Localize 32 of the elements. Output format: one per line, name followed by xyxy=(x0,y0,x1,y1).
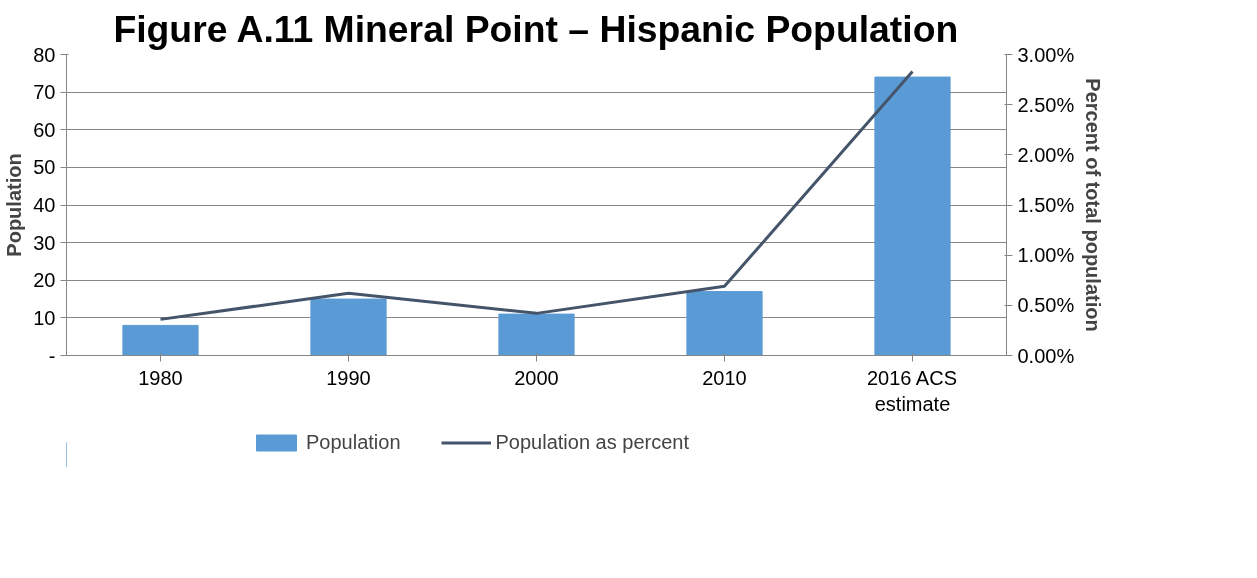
y-tick-label: 20 xyxy=(33,269,56,292)
line-series xyxy=(159,70,914,321)
legend-label: Population as percent xyxy=(495,430,689,454)
bar xyxy=(686,291,763,356)
chart-title: Figure A.11 Mineral Point – Hispanic Population xyxy=(113,7,959,50)
y2-tick-label: 0.00% xyxy=(1017,344,1075,367)
y2-tick-label: 2.00% xyxy=(1017,143,1075,166)
y2-tick-label: 2.50% xyxy=(1017,93,1075,116)
x-tick-label: 2016 ACS estimate xyxy=(866,366,957,415)
y-tick-label: - xyxy=(48,344,56,367)
y-axis-title: Population xyxy=(3,153,26,257)
y-tick-label: 50 xyxy=(33,156,56,179)
bar xyxy=(122,324,199,356)
x-tick-label: 2000 xyxy=(514,366,559,389)
y-tick-label: 40 xyxy=(33,194,56,216)
y-tick-label: 60 xyxy=(33,118,56,141)
bar xyxy=(874,76,951,356)
y-tick-label: 80 xyxy=(33,43,56,66)
y-tick-label: 30 xyxy=(33,231,56,254)
y2-tick-label: 3.00% xyxy=(1017,43,1075,66)
x-tick-label: 1990 xyxy=(326,366,371,389)
bar xyxy=(310,298,387,356)
y2-tick-label: 1.00% xyxy=(1017,244,1075,267)
y2-tick-label: 1.50% xyxy=(1017,194,1075,216)
y-tick-label: 10 xyxy=(33,306,56,329)
y2-tick-label: 0.50% xyxy=(1017,294,1075,317)
y-tick-label: 70 xyxy=(33,81,56,104)
x-tick-label: 1980 xyxy=(138,366,183,389)
bar xyxy=(498,313,575,356)
legend-label: Population xyxy=(306,430,401,454)
y2-axis-title: Percent of total population xyxy=(1082,78,1105,332)
x-tick-label: 2010 xyxy=(702,366,747,389)
